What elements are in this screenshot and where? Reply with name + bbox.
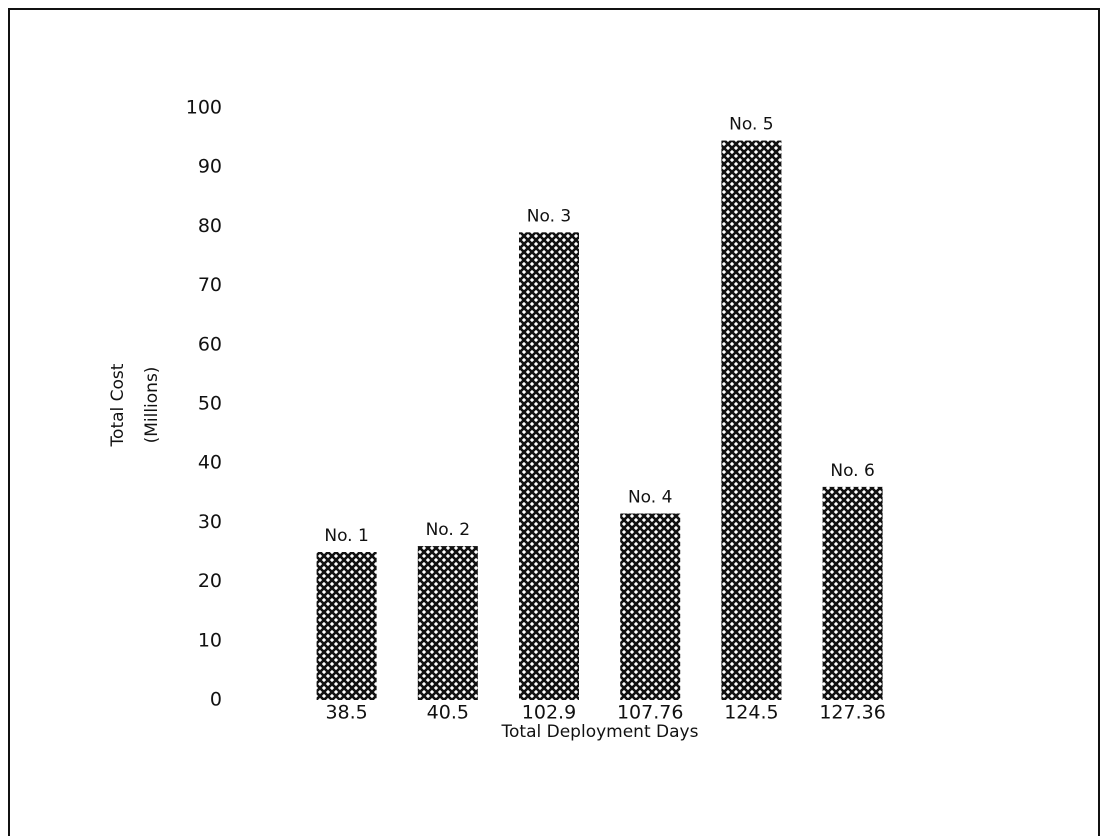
x-axis-label: Total Deployment Days (501, 722, 699, 742)
x-tick-label: 102.9 (522, 702, 576, 724)
y-tick-label: 90 (198, 156, 222, 178)
bar-annotation: No. 6 (830, 461, 874, 481)
x-tick-label: 124.5 (724, 702, 778, 724)
y-axis-label: Total Cost (108, 363, 128, 447)
y-axis-label: (Millions) (142, 367, 162, 444)
bar (519, 232, 579, 700)
bar (721, 140, 782, 700)
bar-annotation: No. 4 (628, 488, 672, 508)
x-tick-label: 127.36 (819, 702, 885, 724)
x-tick-label: 107.76 (617, 702, 683, 724)
bar (417, 546, 478, 700)
bar-annotation: No. 1 (324, 526, 368, 546)
x-tick-label: 38.5 (325, 702, 367, 724)
y-tick-label: 60 (198, 333, 222, 355)
bar-annotation: No. 3 (527, 206, 571, 226)
bar-annotation: No. 2 (426, 520, 470, 540)
y-tick-label: 30 (198, 511, 222, 533)
y-tick-label: 20 (198, 570, 222, 592)
frame (8, 8, 1100, 836)
y-tick-label: 10 (198, 629, 222, 651)
y-tick-label: 40 (198, 452, 222, 474)
y-tick-label: 50 (198, 393, 222, 415)
y-tick-label: 70 (198, 274, 222, 296)
y-tick-label: 100 (186, 97, 222, 119)
bar-annotation: No. 5 (729, 115, 773, 135)
y-tick-label: 80 (198, 215, 222, 237)
y-tick-label: 0 (210, 689, 222, 711)
x-tick-label: 40.5 (427, 702, 469, 724)
bar (822, 486, 883, 700)
bar (316, 552, 377, 700)
bar (620, 513, 681, 700)
